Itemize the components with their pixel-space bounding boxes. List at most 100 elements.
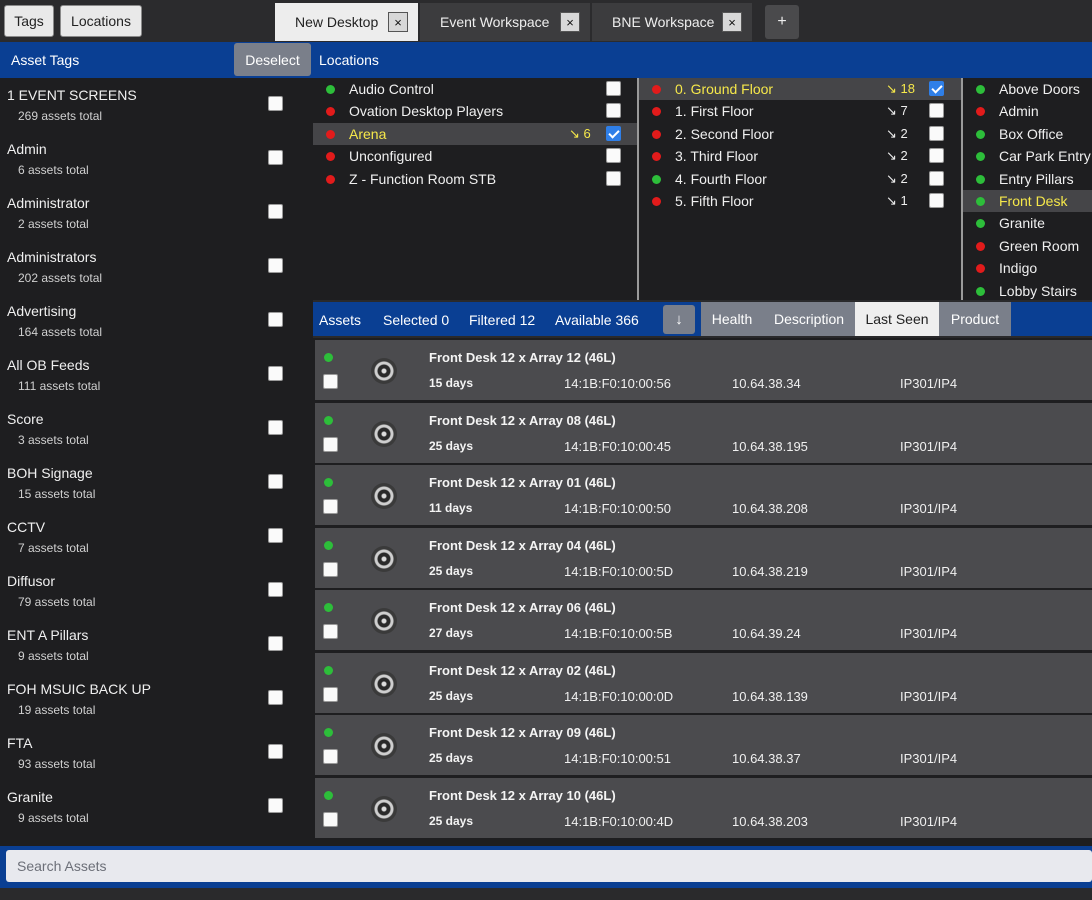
- tab-event-workspace[interactable]: Event Workspace ×: [420, 3, 590, 41]
- table-row[interactable]: Front Desk 12 x Array 02 (46L) 25 days 1…: [315, 652, 1092, 713]
- close-icon[interactable]: ×: [722, 12, 742, 32]
- table-row[interactable]: Front Desk 12 x Array 01 (46L) 11 days 1…: [315, 465, 1092, 525]
- location-checkbox[interactable]: [929, 125, 944, 141]
- asset-ip: 10.64.38.219: [732, 563, 808, 579]
- search-assets-input[interactable]: [6, 850, 1092, 882]
- asset-name: Front Desk 12 x Array 10 (46L): [429, 787, 616, 803]
- location-checkbox[interactable]: [606, 103, 621, 119]
- column-toggle-last-seen[interactable]: Last Seen: [855, 302, 939, 336]
- tag-checkbox[interactable]: [268, 258, 283, 273]
- location-checkbox[interactable]: [606, 81, 621, 96]
- tag-name: FTA: [7, 735, 33, 751]
- list-item[interactable]: Score 3 assets total: [0, 402, 313, 456]
- tag-checkbox[interactable]: [268, 420, 283, 435]
- status-dot-icon: [652, 152, 661, 162]
- tag-checkbox[interactable]: [268, 582, 283, 597]
- list-item[interactable]: Administrators 202 assets total: [0, 240, 313, 294]
- location-item-ground-floor[interactable]: 0. Ground Floor ↘ 18: [639, 78, 961, 101]
- column-toggle-product[interactable]: Product: [939, 302, 1011, 336]
- location-item-ovation-desktop-players[interactable]: Ovation Desktop Players: [313, 100, 637, 122]
- table-row[interactable]: Front Desk 12 x Array 04 (46L) 25 days 1…: [315, 527, 1092, 588]
- location-checkbox[interactable]: [929, 103, 944, 119]
- location-item-indigo[interactable]: Indigo: [963, 257, 1092, 279]
- tag-checkbox[interactable]: [268, 528, 283, 543]
- tag-checkbox[interactable]: [268, 744, 283, 759]
- tag-checkbox[interactable]: [268, 636, 283, 651]
- list-item[interactable]: Granite 9 assets total: [0, 780, 313, 834]
- tab-new-desktop[interactable]: New Desktop ×: [275, 3, 418, 41]
- table-row[interactable]: Front Desk 12 x Array 09 (46L) 25 days 1…: [315, 715, 1092, 775]
- location-item-granite[interactable]: Granite: [963, 212, 1092, 234]
- location-checkbox[interactable]: [606, 148, 621, 164]
- asset-checkbox[interactable]: [323, 499, 338, 514]
- location-item-front-desk[interactable]: Front Desk: [963, 189, 1092, 213]
- sort-direction-button[interactable]: ↓: [663, 305, 695, 334]
- column-divider[interactable]: [637, 78, 639, 300]
- location-checkbox[interactable]: [606, 125, 621, 141]
- list-item[interactable]: BOH Signage 15 assets total: [0, 456, 313, 510]
- location-checkbox[interactable]: [929, 192, 944, 208]
- location-item-arena[interactable]: Arena ↘ 6: [313, 122, 637, 146]
- location-item-box-office[interactable]: Box Office: [963, 123, 1092, 145]
- table-row[interactable]: Front Desk 12 x Array 08 (46L) 25 days 1…: [315, 402, 1092, 463]
- location-checkbox[interactable]: [929, 170, 944, 186]
- locations-toggle-button[interactable]: Locations: [60, 5, 142, 37]
- asset-checkbox[interactable]: [323, 436, 338, 452]
- list-item[interactable]: All OB Feeds 111 assets total: [0, 348, 313, 402]
- asset-checkbox[interactable]: [323, 749, 338, 764]
- table-row[interactable]: Front Desk 12 x Array 10 (46L) 25 days 1…: [315, 777, 1092, 838]
- list-item[interactable]: Administrator 2 assets total: [0, 186, 313, 240]
- location-item-above-doors[interactable]: Above Doors: [963, 78, 1092, 100]
- location-item-third-floor[interactable]: 3. Third Floor ↘ 2: [639, 145, 961, 167]
- tag-checkbox[interactable]: [268, 366, 283, 381]
- location-item-car-park-entry[interactable]: Car Park Entry: [963, 145, 1092, 167]
- close-icon[interactable]: ×: [560, 12, 580, 32]
- tag-checkbox[interactable]: [268, 204, 283, 219]
- asset-tags-list[interactable]: 1 EVENT SCREENS 269 assets total Admin 6 a…: [0, 78, 313, 846]
- list-item[interactable]: Advertising 164 assets total: [0, 294, 313, 348]
- location-checkbox[interactable]: [929, 81, 944, 96]
- asset-checkbox[interactable]: [323, 686, 338, 702]
- deselect-button[interactable]: Deselect: [234, 43, 311, 76]
- table-row[interactable]: Front Desk 12 x Array 12 (46L) 15 days 1…: [315, 340, 1092, 400]
- list-item[interactable]: 1 EVENT SCREENS 269 assets total: [0, 78, 313, 132]
- column-toggle-health[interactable]: Health: [701, 302, 763, 336]
- list-item[interactable]: Admin 6 assets total: [0, 132, 313, 186]
- tag-checkbox[interactable]: [268, 474, 283, 489]
- location-item-second-floor[interactable]: 2. Second Floor ↘ 2: [639, 123, 961, 145]
- add-tab-button[interactable]: +: [765, 5, 799, 39]
- location-item-audio-control[interactable]: Audio Control: [313, 78, 637, 100]
- list-item[interactable]: FOH MSUIC BACK UP 19 assets total: [0, 672, 313, 726]
- asset-checkbox[interactable]: [323, 374, 338, 389]
- close-icon[interactable]: ×: [388, 12, 408, 32]
- tab-bne-workspace[interactable]: BNE Workspace ×: [592, 3, 752, 41]
- location-item-entry-pillars[interactable]: Entry Pillars: [963, 168, 1092, 190]
- location-item-unconfigured[interactable]: Unconfigured: [313, 145, 637, 167]
- list-item[interactable]: Diffusor 79 assets total: [0, 564, 313, 618]
- tag-checkbox[interactable]: [268, 312, 283, 327]
- location-item-admin[interactable]: Admin: [963, 100, 1092, 122]
- location-item-fourth-floor[interactable]: 4. Fourth Floor ↘ 2: [639, 168, 961, 190]
- asset-checkbox[interactable]: [323, 561, 338, 577]
- location-item-lobby-stairs[interactable]: Lobby Stairs: [963, 280, 1092, 300]
- table-row[interactable]: Front Desk 12 x Array 06 (46L) 27 days 1…: [315, 590, 1092, 650]
- location-item-green-room[interactable]: Green Room: [963, 235, 1092, 257]
- asset-checkbox[interactable]: [323, 624, 338, 639]
- top-toolbar: Tags Locations New Desktop × Event Works…: [0, 0, 1092, 42]
- location-checkbox[interactable]: [929, 148, 944, 164]
- tags-toggle-button[interactable]: Tags: [4, 5, 54, 37]
- location-item-fifth-floor[interactable]: 5. Fifth Floor ↘ 1: [639, 190, 961, 212]
- location-item-first-floor[interactable]: 1. First Floor ↘ 7: [639, 100, 961, 122]
- location-checkbox[interactable]: [606, 170, 621, 186]
- tag-checkbox[interactable]: [268, 96, 283, 111]
- location-item-function-room-stb[interactable]: Z - Function Room STB: [313, 168, 637, 190]
- tag-checkbox[interactable]: [268, 690, 283, 705]
- column-divider[interactable]: [961, 78, 963, 300]
- tag-checkbox[interactable]: [268, 150, 283, 165]
- list-item[interactable]: FTA 93 assets total: [0, 726, 313, 780]
- list-item[interactable]: CCTV 7 assets total: [0, 510, 313, 564]
- list-item[interactable]: ENT A Pillars 9 assets total: [0, 618, 313, 672]
- column-toggle-description[interactable]: Description: [763, 302, 855, 336]
- asset-checkbox[interactable]: [323, 811, 338, 827]
- tag-checkbox[interactable]: [268, 798, 283, 813]
